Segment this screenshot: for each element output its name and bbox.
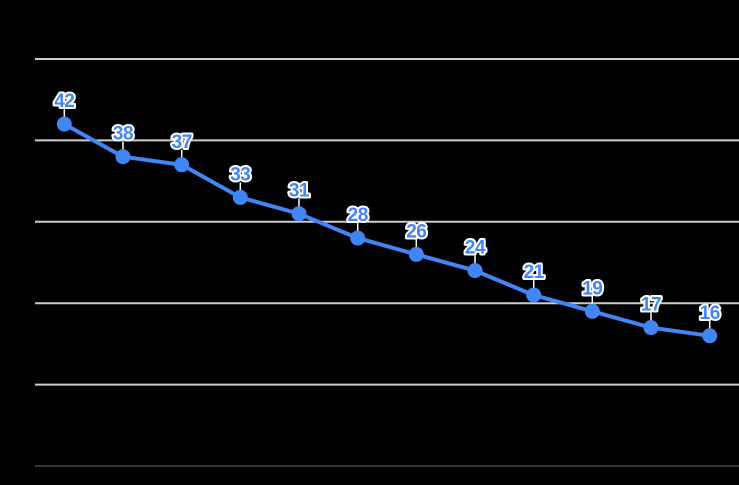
data-point <box>115 149 131 165</box>
data-point-label: 19 <box>582 278 602 299</box>
data-point <box>408 246 424 262</box>
data-point <box>702 328 718 344</box>
data-point-label: 24 <box>465 238 486 259</box>
data-point <box>350 230 366 246</box>
data-point-label: 28 <box>348 205 368 226</box>
data-point <box>467 263 483 279</box>
data-point <box>643 320 659 336</box>
data-point <box>174 157 190 173</box>
data-point-label: 31 <box>289 181 310 202</box>
data-point-label: 33 <box>230 164 250 185</box>
data-point <box>526 287 542 303</box>
data-point-label: 21 <box>524 262 545 283</box>
series-line <box>62 122 712 338</box>
data-point-label: 16 <box>700 303 720 324</box>
data-point-label: 37 <box>172 132 192 153</box>
data-point-label: 42 <box>54 91 74 112</box>
data-point-label: 38 <box>113 124 133 145</box>
data-point <box>291 206 307 222</box>
data-point <box>584 303 600 319</box>
data-point-label: 17 <box>641 295 661 316</box>
data-point <box>56 116 72 132</box>
data-point-label: 26 <box>406 221 426 242</box>
data-point <box>232 189 248 205</box>
